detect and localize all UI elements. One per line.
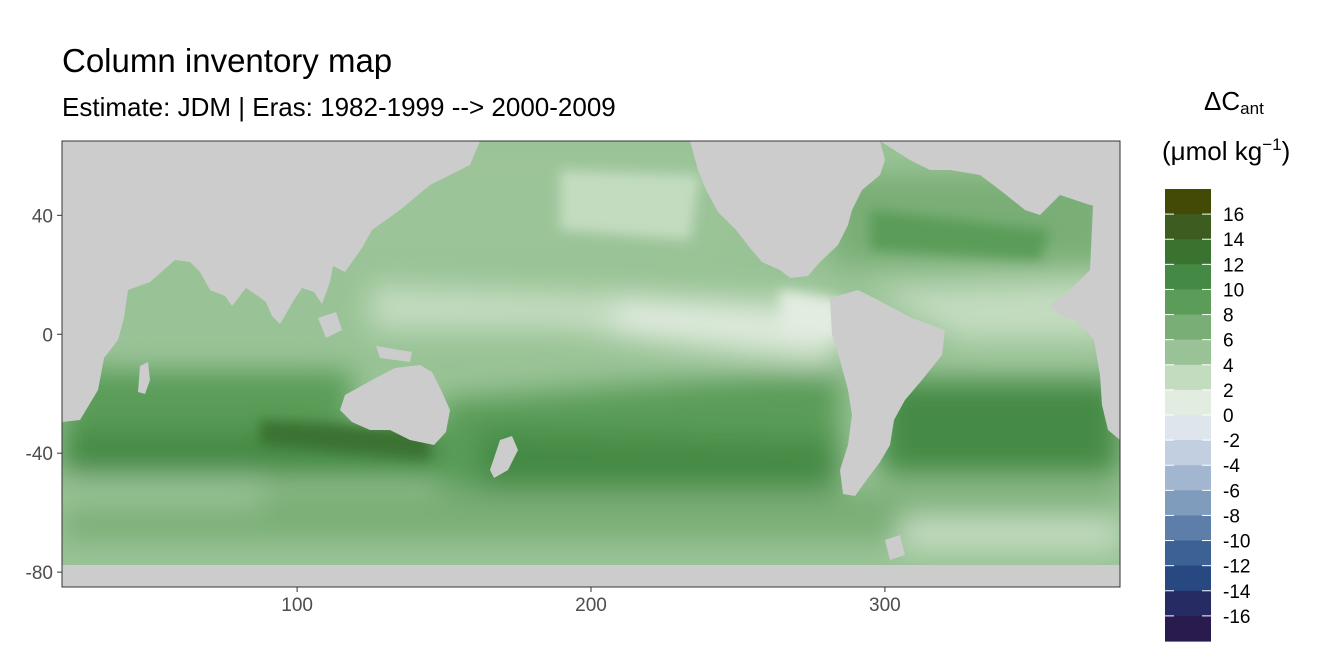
legend-color-swatch (1165, 515, 1211, 542)
x-tick-label: 200 (575, 595, 607, 616)
legend-break-label: -2 (1223, 431, 1240, 452)
legend-break-label: 6 (1223, 331, 1234, 352)
land-australia (340, 365, 450, 445)
field-weddell (900, 515, 1120, 550)
land-new-zealand (490, 436, 518, 478)
legend-color-swatch (1165, 189, 1211, 215)
chart-subtitle: Estimate: JDM | Eras: 1982-1999 --> 2000… (62, 92, 616, 122)
legend-title-main: ΔC (1204, 86, 1241, 116)
legend-title-subscript: ant (1240, 99, 1264, 118)
field-southern-ocean-west (62, 478, 262, 508)
legend-color-swatch (1165, 490, 1211, 517)
legend-break-label: 8 (1223, 306, 1234, 327)
land-eurasia-africa (62, 141, 480, 422)
y-axis: 40 0 -40 -80 (26, 206, 62, 584)
land-africa-west (1050, 141, 1120, 440)
legend-break-label: -6 (1223, 481, 1240, 502)
field-east-pacific-low (610, 300, 840, 350)
y-tick-label: -80 (26, 563, 53, 584)
legend-color-swatch (1165, 590, 1211, 617)
land-antarctica (62, 565, 1120, 587)
legend-color-swatch (1165, 264, 1211, 291)
land-south-america (830, 290, 945, 496)
x-axis: 100 200 300 (281, 587, 901, 616)
legend-color-swatch (1165, 339, 1211, 366)
field-peru-low (780, 290, 840, 340)
legend-break-label: -10 (1223, 532, 1250, 553)
land-borneo (318, 312, 342, 338)
x-tick-label: 100 (281, 595, 313, 616)
legend-color-swatch (1165, 314, 1211, 341)
y-tick-label: -40 (26, 444, 53, 465)
land-greenland-europe-north (880, 141, 1120, 215)
legend-color-swatch (1165, 239, 1211, 265)
legend-units-close: ) (1281, 136, 1291, 166)
y-tick-label: 0 (42, 325, 53, 346)
legend-break-label: 14 (1223, 230, 1245, 251)
legend-break-label: 4 (1223, 356, 1234, 377)
field-equatorial-pacific (370, 285, 830, 370)
field-gulf-stream (870, 210, 1050, 260)
field-south-pacific-deep (480, 430, 840, 500)
field-north-east-pacific-light (560, 170, 700, 240)
land-new-guinea (376, 346, 412, 362)
land-masses (62, 141, 1120, 587)
land-north-america (690, 141, 885, 278)
legend-units-superscript: −1 (1262, 135, 1282, 154)
legend-break-label: 16 (1223, 205, 1244, 226)
legend-break-label: -14 (1223, 582, 1251, 603)
legend-color-swatch (1165, 540, 1211, 567)
legend-break-label: 2 (1223, 381, 1234, 402)
field-tropical-atlantic (870, 280, 1110, 340)
legend-break-label: 10 (1223, 280, 1244, 301)
legend-color-swatch (1165, 415, 1211, 441)
legend-break-label: -4 (1223, 456, 1240, 477)
legend-colorbar: 16 14 12 10 8 6 4 2 0 -2 -4 -6 -8 -10 -12 -14 -16 (1165, 189, 1251, 642)
legend-color-swatch (1165, 440, 1211, 466)
map-panel (62, 141, 1120, 587)
chart-title: Column inventory map (62, 42, 393, 79)
legend-break-label: -12 (1223, 557, 1250, 578)
legend-color-swatch (1165, 389, 1211, 416)
legend-title-line-1: ΔCant (1204, 86, 1264, 119)
legend-color-swatch (1165, 214, 1211, 240)
legend-color-swatch (1165, 615, 1211, 642)
x-tick-label: 300 (869, 595, 901, 616)
legend-break-label: -8 (1223, 506, 1240, 527)
legend-break-label: 12 (1223, 255, 1244, 276)
legend-break-label: -16 (1223, 607, 1250, 628)
legend-break-label: 0 (1223, 406, 1234, 427)
legend-color-swatch (1165, 289, 1211, 316)
y-tick-label: 40 (32, 206, 53, 227)
field-north-indian (120, 290, 330, 350)
legend-color-swatch (1165, 364, 1211, 391)
legend-units-main: (μmol kg (1162, 136, 1263, 166)
legend-color-swatch (1165, 465, 1211, 491)
land-madagascar (138, 362, 150, 394)
legend-color-swatch (1165, 565, 1211, 592)
land-antarctic-peninsula (885, 535, 905, 560)
legend-title-line-2: (μmol kg−1) (1162, 135, 1290, 167)
field-south-atlantic (880, 380, 1120, 475)
